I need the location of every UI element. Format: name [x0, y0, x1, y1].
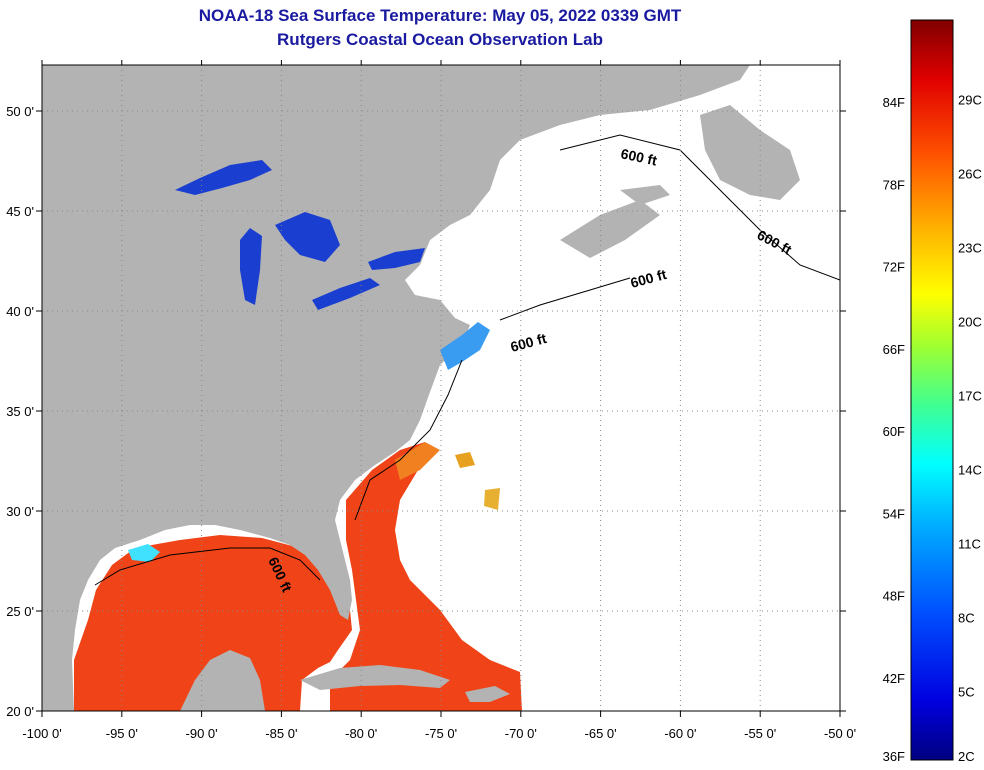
colorbar-f-label: 36F — [883, 749, 905, 764]
warm-water-region — [330, 442, 522, 711]
land-cuba — [300, 665, 450, 690]
colorbar-f-label: 78F — [883, 177, 905, 192]
colorbar-f-label: 84F — [883, 95, 905, 110]
colorbar-f-label: 72F — [883, 260, 905, 275]
lake-huron — [275, 212, 340, 262]
colorbar-f-label: 60F — [883, 424, 905, 439]
cold-water-mid-atlantic — [440, 322, 490, 370]
colorbar-c-label: 23C — [958, 240, 982, 255]
cool-water-patch — [128, 544, 160, 562]
lake-michigan — [240, 228, 262, 305]
colorbar-c-label: 5C — [958, 684, 975, 699]
warm-water-region — [74, 535, 352, 711]
lon-label: -95 0' — [106, 726, 138, 741]
map-border — [41, 64, 841, 712]
isobath-600ft — [354, 359, 463, 521]
land-hispaniola — [465, 686, 510, 702]
lon-label: -70 0' — [505, 726, 537, 741]
land-nova-scotia — [560, 200, 660, 258]
colorbar-f-label: 48F — [883, 589, 905, 604]
colorbar — [910, 19, 954, 761]
colorbar-c-label: 2C — [958, 749, 975, 764]
map-subtitle: Rutgers Coastal Ocean Observation Lab — [277, 30, 603, 49]
warm-water-patch — [455, 452, 475, 468]
colorbar-c-label: 8C — [958, 610, 975, 625]
warm-water-patch — [484, 488, 500, 510]
lon-label: -60 0' — [664, 726, 696, 741]
map-title: NOAA-18 Sea Surface Temperature: May 05,… — [198, 6, 682, 25]
colorbar-c-label: 20C — [958, 314, 982, 329]
lon-label: -80 0' — [345, 726, 377, 741]
lon-label: -85 0' — [265, 726, 297, 741]
lake-ontario — [368, 248, 425, 270]
colorbar-f-label: 66F — [883, 342, 905, 357]
warm-water-patch — [395, 442, 440, 480]
lat-label: 20 0' — [6, 704, 34, 719]
land-north-america — [42, 65, 750, 711]
graticule — [36, 60, 846, 717]
latitude-axis: 20 0' 25 0' 30 0' 35 0' 40 0' 45 0' 50 0' — [6, 104, 34, 719]
land-newfoundland — [700, 105, 800, 200]
land-pei — [620, 185, 670, 205]
isobath-600ft — [559, 134, 840, 281]
lat-label: 40 0' — [6, 304, 34, 319]
colorbar-f-label: 42F — [883, 671, 905, 686]
isobath-600ft — [94, 547, 321, 586]
lake-superior — [175, 160, 272, 195]
colorbar-f-label: 54F — [883, 506, 905, 521]
lon-label: -55 0' — [744, 726, 776, 741]
lat-label: 25 0' — [6, 604, 34, 619]
isobath-label: 600 ft — [619, 145, 658, 168]
longitude-axis: -100 0' -95 0' -90 0' -85 0' -80 0' -75 0' -70… — [22, 726, 856, 741]
lat-label: 30 0' — [6, 504, 34, 519]
colorbar-c-label: 26C — [958, 166, 982, 181]
isobath-600ft — [499, 277, 631, 321]
lat-label: 50 0' — [6, 104, 34, 119]
lat-label: 35 0' — [6, 404, 34, 419]
lake-erie — [312, 278, 380, 310]
lat-label: 45 0' — [6, 204, 34, 219]
colorbar-c-label: 29C — [958, 92, 982, 107]
lon-label: -90 0' — [186, 726, 218, 741]
lon-label: -65 0' — [585, 726, 617, 741]
lon-label: -50 0' — [824, 726, 856, 741]
lon-label: -75 0' — [425, 726, 457, 741]
colorbar-c-label: 17C — [958, 388, 982, 403]
lon-label: -100 0' — [22, 726, 61, 741]
colorbar-labels: 84F 78F 72F 66F 60F 54F 48F 42F 36F 29C 26C 23C 20C 1… — [883, 92, 982, 764]
colorbar-c-label: 11C — [958, 536, 981, 551]
colorbar-c-label: 14C — [958, 462, 982, 477]
